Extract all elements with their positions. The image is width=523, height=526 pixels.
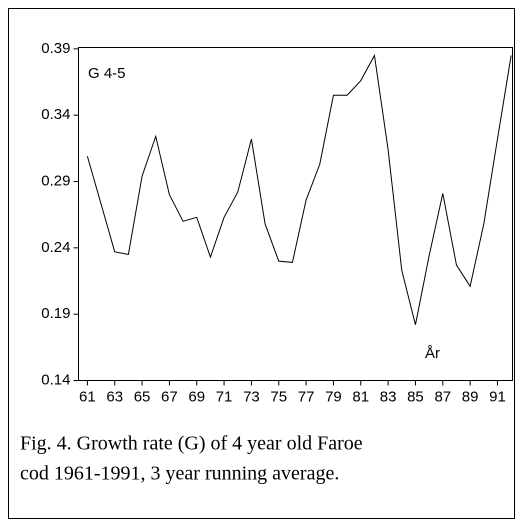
x-tick-label: 79	[325, 388, 342, 405]
x-tick-label: 67	[161, 388, 178, 405]
x-tick-label: 75	[270, 388, 287, 405]
frame	[8, 8, 515, 519]
x-tick-label: 61	[79, 388, 96, 405]
x-tick-label: 87	[434, 388, 451, 405]
x-tick-label: 69	[188, 388, 205, 405]
x-tick-label: 81	[352, 388, 369, 405]
x-tick-label: 91	[489, 388, 506, 405]
series-label: G 4-5	[88, 65, 126, 82]
x-tick-label: 89	[462, 388, 479, 405]
x-tick-label: 83	[380, 388, 397, 405]
axis-annotation: År	[425, 345, 440, 362]
caption: Fig. 4. Growth rate (G) of 4 year old Fa…	[20, 433, 363, 455]
y-tick-label: 0.34	[41, 106, 70, 123]
x-tick-label: 85	[407, 388, 424, 405]
plot-area	[78, 47, 513, 381]
y-tick-label: 0.24	[41, 239, 70, 256]
caption: cod 1961-1991, 3 year running average.	[20, 463, 339, 485]
y-tick-label: 0.19	[41, 305, 70, 322]
x-tick-label: 77	[298, 388, 315, 405]
x-tick-label: 65	[134, 388, 151, 405]
y-tick-label: 0.29	[41, 172, 70, 189]
x-tick-label: 71	[216, 388, 233, 405]
y-tick-label: 0.39	[41, 40, 70, 57]
data-line	[86, 53, 512, 325]
x-tick-label: 73	[243, 388, 260, 405]
x-tick-label: 63	[106, 388, 123, 405]
y-tick-label: 0.14	[41, 371, 70, 388]
